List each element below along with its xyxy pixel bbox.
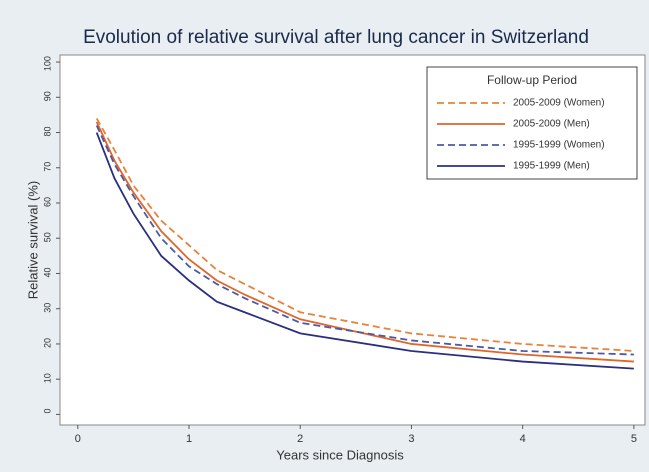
series-line (95, 125, 634, 356)
series-line (95, 121, 634, 363)
legend-box (426, 66, 638, 180)
x-tick-label: 1 (186, 433, 192, 445)
x-tick-label: 0 (75, 433, 81, 445)
y-tick-label: 40 (42, 267, 52, 277)
x-tick-label: 2 (297, 433, 303, 445)
legend-label: 1995-1999 (Men) (513, 161, 590, 172)
x-axis-label: Years since Diagnosis (276, 447, 404, 462)
legend-label: 2005-2009 (Men) (513, 119, 590, 130)
y-tick-label: 60 (42, 197, 52, 207)
legend-title: Follow-up Period (487, 73, 577, 87)
legend-label: 2005-2009 (Women) (513, 98, 605, 109)
y-tick-label: 100 (42, 56, 52, 71)
x-tick-label: 3 (408, 433, 414, 445)
y-tick-label: 30 (42, 303, 52, 313)
y-tick-label: 90 (42, 91, 52, 101)
legend-label: 1995-1999 (Women) (513, 140, 605, 151)
chart-title: Evolution of relative survival after lun… (83, 27, 589, 48)
y-tick-label: 50 (42, 232, 52, 242)
y-tick-label: 10 (42, 373, 52, 383)
y-axis-label: Relative survival (%) (25, 181, 40, 299)
series-line (95, 132, 634, 370)
x-tick-label: 4 (520, 433, 526, 445)
y-tick-label: 20 (42, 338, 52, 348)
y-tick-label: 80 (42, 127, 52, 137)
y-tick-label: 70 (42, 162, 52, 172)
y-tick-label: 0 (42, 408, 52, 413)
x-tick-label: 5 (631, 433, 637, 445)
